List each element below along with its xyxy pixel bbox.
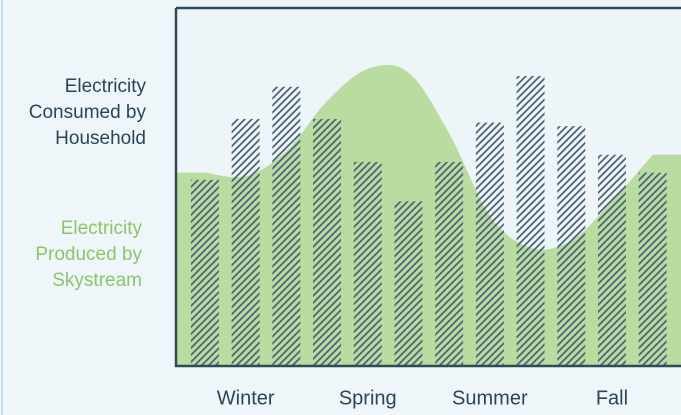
bar xyxy=(638,172,667,366)
bar xyxy=(475,122,504,366)
x-tick-label: Spring xyxy=(339,387,397,409)
bar xyxy=(313,118,342,366)
x-tick-label: Fall xyxy=(596,387,628,409)
bar xyxy=(353,161,382,366)
x-tick-label: Summer xyxy=(452,387,528,409)
bar xyxy=(557,126,586,366)
legend-produced: Electricity Produced by Skystream xyxy=(35,218,142,291)
bar xyxy=(394,201,423,366)
bar xyxy=(516,76,545,367)
bar xyxy=(435,161,464,366)
legend-consumed: Electricity Consumed by Household xyxy=(28,76,146,149)
x-tick-label: Winter xyxy=(217,387,275,409)
bar xyxy=(597,154,626,366)
production-area xyxy=(176,64,681,366)
bar xyxy=(190,179,219,366)
marks xyxy=(176,64,681,367)
bar xyxy=(231,118,260,366)
bar xyxy=(272,86,301,366)
plot-frame xyxy=(174,6,681,368)
